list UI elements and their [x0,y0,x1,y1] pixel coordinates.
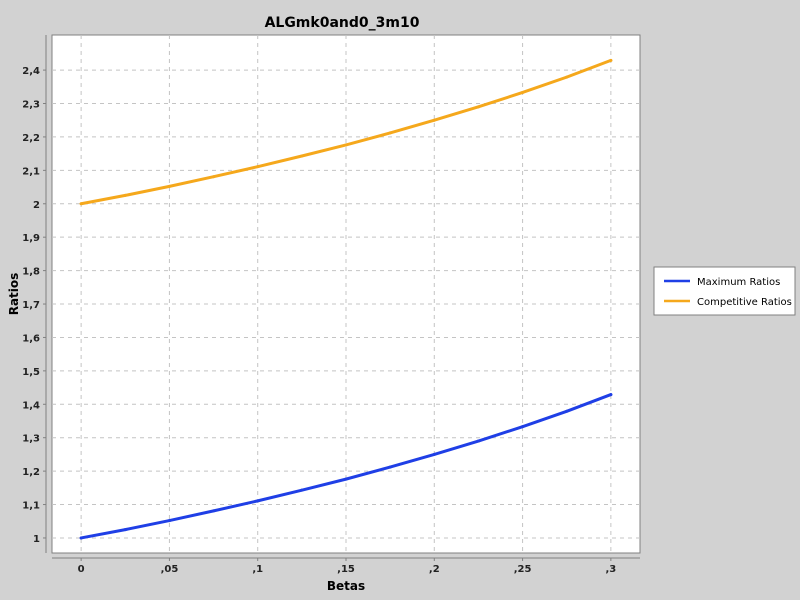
data-point-competitive-ratios [167,184,171,188]
data-point-competitive-ratios [256,165,260,169]
data-point-competitive-ratios [565,75,569,79]
legend-label-competitive-ratios: Competitive Ratios [697,297,792,308]
y-tick-label: 1,8 [22,267,40,278]
x-axis-label: Betas [327,579,365,593]
legend-label-maximum-ratios: Maximum Ratios [697,277,780,288]
data-point-maximum-ratios [167,519,171,523]
x-tick-label: ,05 [161,564,179,575]
data-point-maximum-ratios [344,477,348,481]
y-tick-label: 1,7 [22,300,40,311]
data-point-maximum-ratios [212,509,216,513]
legend: Maximum Ratios Competitive Ratios [653,266,796,316]
data-point-maximum-ratios [609,393,613,397]
y-tick-label: 1,4 [22,400,40,411]
grid-layer [52,35,640,553]
y-tick-label: 1,5 [22,367,40,378]
x-tick-label: ,3 [605,564,616,575]
y-tick-label: 2,3 [22,100,40,111]
y-tick-label: 2,4 [22,66,40,77]
x-tick-label: ,2 [429,564,440,575]
y-tick-label: 1 [33,534,40,545]
axis-layer: 1 1,1 1,2 1,3 1,4 1,5 1,6 1,7 1,8 1,9 2 2,1 2,2 2,3 2,… [22,35,640,575]
data-point-maximum-ratios [256,499,260,503]
y-tick-label: 2 [33,200,40,211]
chart-title: ALGmk0and0_3m10 [265,15,420,31]
data-point-competitive-ratios [212,175,216,179]
data-point-competitive-ratios [123,193,127,197]
data-point-maximum-ratios [476,439,480,443]
data-point-competitive-ratios [300,154,304,158]
data-point-competitive-ratios [609,58,613,62]
data-point-maximum-ratios [388,465,392,469]
y-tick-label: 1,6 [22,333,40,344]
x-tick-label: 0 [78,564,85,575]
data-point-competitive-ratios [521,90,525,94]
y-axis-label: Ratios [7,273,21,316]
data-point-maximum-ratios [300,488,304,492]
data-point-maximum-ratios [123,528,127,532]
y-tick-label: 2,1 [22,166,40,177]
data-point-competitive-ratios [388,131,392,135]
data-point-competitive-ratios [476,105,480,109]
data-point-maximum-ratios [565,409,569,413]
x-tick-label: ,25 [514,564,532,575]
x-tick-label: ,15 [337,564,355,575]
data-point-competitive-ratios [79,202,83,206]
series-layer [79,58,613,540]
legend-box [653,266,796,316]
x-tick-label: ,1 [252,564,263,575]
data-point-competitive-ratios [344,143,348,147]
y-tick-label: 1,9 [22,233,40,244]
y-tick-label: 1,1 [22,501,40,512]
y-tick-label: 1,2 [22,467,40,478]
y-tick-label: 1,3 [22,434,40,445]
y-tick-label: 2,2 [22,133,40,144]
data-point-maximum-ratios [79,536,83,540]
data-point-competitive-ratios [432,118,436,122]
data-point-maximum-ratios [521,425,525,429]
data-point-maximum-ratios [432,452,436,456]
